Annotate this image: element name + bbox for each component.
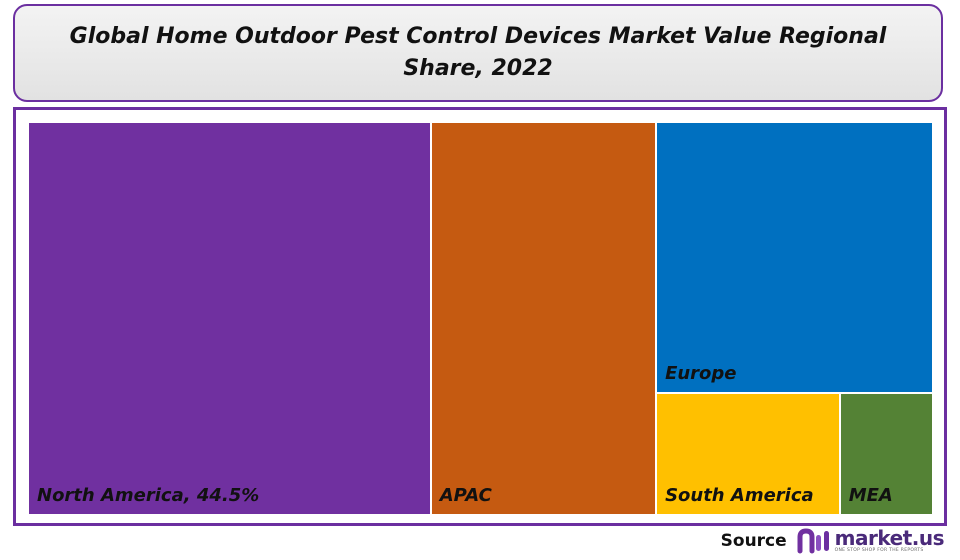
treemap-label-apac: APAC: [439, 485, 492, 506]
treemap-label-south-america: South America: [665, 484, 814, 506]
treemap-plot: North America, 44.5% APAC Europe South Amer…: [28, 122, 933, 515]
source-attribution: Source market.us ONE STOP SHOP FOR THE R…: [720, 526, 945, 556]
treemap-frame: North America, 44.5% APAC Europe South Amer…: [13, 107, 947, 526]
source-label: Source: [720, 531, 787, 551]
market-us-logo: market.us ONE STOP SHOP FOR THE REPORTS: [797, 526, 945, 555]
treemap-cell-north-america: North America, 44.5%: [28, 122, 431, 515]
brand-name: market.us: [834, 526, 945, 551]
chart-title-box: Global Home Outdoor Pest Control Devices…: [13, 4, 943, 102]
treemap-cell-south-america: South America: [656, 392, 840, 515]
market-us-logo-icon: [797, 528, 829, 554]
treemap-cell-mea: MEA: [839, 392, 933, 515]
chart-title: Global Home Outdoor Pest Control Devices…: [69, 24, 887, 81]
treemap-cell-apac: APAC: [430, 122, 657, 515]
treemap-label-mea: MEA: [848, 484, 893, 506]
treemap-cell-europe: Europe: [656, 122, 933, 393]
treemap-label-north-america: North America, 44.5%: [37, 485, 260, 506]
treemap-label-europe: Europe: [665, 362, 737, 384]
brand-tagline: ONE STOP SHOP FOR THE REPORTS: [834, 548, 924, 554]
